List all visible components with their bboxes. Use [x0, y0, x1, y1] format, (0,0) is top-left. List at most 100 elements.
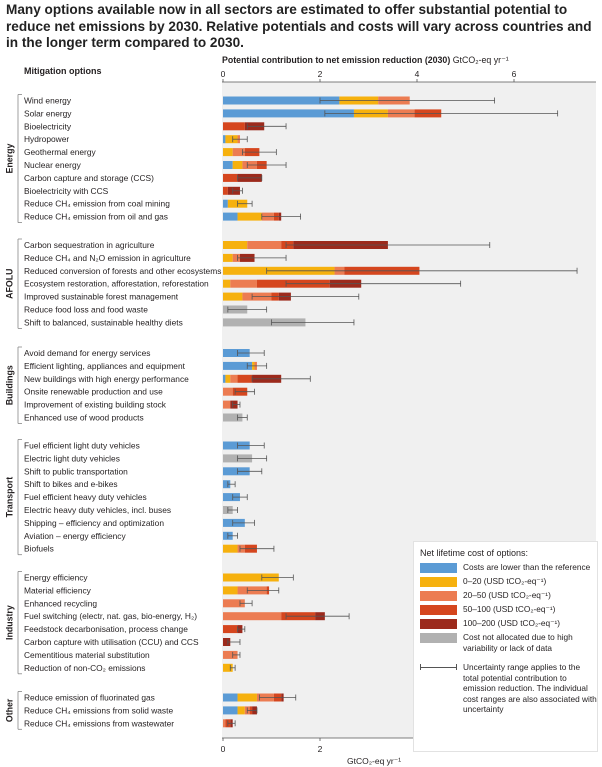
legend-label: Cost not allocated due to high variabili… [463, 632, 573, 653]
top-axis-tick-label: 0 [221, 69, 226, 79]
legend-label: 0–20 (USD tCO₂-eq⁻¹) [463, 576, 547, 586]
legend-swatch [420, 619, 457, 629]
bar-segment-na [223, 318, 306, 327]
option-label: Improved sustainable forest management [24, 292, 179, 302]
legend-item-neg: Costs are lower than the reference [420, 562, 597, 573]
option-label: Biofuels [24, 544, 54, 554]
option-label: Ecosystem restoration, afforestation, re… [24, 279, 209, 289]
legend-swatch [420, 563, 457, 573]
legend-label: Costs are lower than the reference [463, 562, 591, 572]
figure-headline: Many options available now in all sector… [6, 2, 592, 50]
bar-segment-neg [223, 467, 250, 476]
sector-label: Industry [4, 605, 14, 640]
option-label: Bioelectricity with CCS [24, 186, 109, 196]
bar-segment-c100_200 [223, 638, 231, 646]
bar-segment-c0_20 [237, 212, 262, 221]
option-label: Shift to balanced, sustainable healthy d… [24, 317, 183, 327]
bar-segment-neg [223, 693, 238, 702]
legend-title: Net lifetime cost of options: [420, 548, 529, 558]
legend-swatch [420, 605, 457, 615]
bar-segment-c20_50 [232, 148, 245, 157]
bar-segment-neg [223, 493, 240, 502]
option-label: Aviation – energy efficiency [24, 531, 126, 541]
sector-label: AFOLU [4, 269, 14, 299]
option-label: Solar energy [24, 108, 72, 118]
option-label: Carbon capture and storage (CCS) [24, 173, 154, 183]
option-label: Cementitious material substitution [24, 650, 150, 660]
row-header-label: Mitigation options [24, 66, 101, 76]
legend-item-c0_20: 0–20 (USD tCO₂-eq⁻¹) [420, 576, 597, 587]
option-label: Reduced conversion of forests and other … [24, 266, 221, 276]
option-label: Shift to public transportation [24, 466, 128, 476]
option-label: Nuclear energy [24, 160, 82, 170]
bar-segment-c0_20 [223, 148, 233, 157]
bar-segment-c20_50 [223, 650, 238, 659]
bar-segment-c0_20 [237, 693, 257, 702]
bottom-axis-tick-label: 0 [221, 744, 226, 754]
option-label: Wind energy [24, 96, 72, 106]
option-label: Carbon capture with utilisation (CCU) an… [24, 637, 199, 647]
legend-item-na: Cost not allocated due to high variabili… [420, 632, 597, 654]
option-label: Hydropower [24, 134, 69, 144]
bar-segment-neg [223, 349, 250, 357]
bar-segment-c0_20 [225, 374, 231, 383]
option-label: Electric light duty vehicles [24, 453, 120, 463]
bar-segment-c50_100 [237, 374, 253, 383]
option-label: Shipping – efficiency and optimization [24, 518, 164, 528]
bar-segment-c20_50 [223, 612, 282, 621]
option-label: Shift to bikes and e-bikes [24, 479, 118, 489]
option-label: Energy efficiency [24, 573, 88, 583]
option-label: Feedstock decarbonisation, process chang… [24, 624, 188, 634]
top-axis-tick-label: 2 [318, 69, 323, 79]
bar-segment-c20_50 [223, 719, 226, 728]
bar-segment-c0_20 [223, 241, 248, 249]
option-label: Reduce emission of fluorinated gas [24, 693, 155, 703]
option-label: New buildings with high energy performan… [24, 374, 189, 384]
sector-label: Energy [4, 144, 14, 174]
bar-segment-c50_100 [223, 186, 228, 195]
legend-item-c100_200: 100–200 (USD tCO₂-eq⁻¹) [420, 618, 597, 629]
legend-label: 20–50 (USD tCO₂-eq⁻¹) [463, 590, 551, 600]
bar-segment-c20_50 [230, 279, 257, 288]
legend-label: 100–200 (USD tCO₂-eq⁻¹) [463, 618, 561, 628]
bar-segment-neg [223, 109, 354, 118]
option-label: Reduce CH₄ emission from coal mining [24, 199, 170, 209]
legend-uncertainty-item: Uncertainty range applies to the total p… [420, 662, 597, 715]
bar-segment-c0_20 [225, 135, 238, 144]
option-label: Improvement of existing building stock [24, 400, 167, 410]
legend-swatch [420, 633, 457, 643]
bar-segment-c20_50 [223, 387, 233, 396]
bar-segment-c50_100 [223, 625, 238, 634]
option-label: Efficient lighting, appliances and equip… [24, 361, 186, 371]
option-label: Fuel switching (electr, nat. gas, bio-en… [24, 611, 197, 621]
bar-segment-c0_20 [223, 544, 238, 553]
top-axis-title: Potential contribution to net emission r… [222, 55, 509, 65]
bar-segment-c20_50 [223, 599, 245, 608]
option-label: Material efficiency [24, 585, 92, 595]
legend-uncertainty-note: Uncertainty range applies to the total p… [463, 662, 597, 714]
bar-segment-neg [223, 374, 226, 383]
bar-segment-neg [223, 441, 250, 450]
bar-segment-c20_50 [230, 374, 238, 383]
top-axis-tick-label: 4 [415, 69, 420, 79]
bar-segment-c0_20 [223, 292, 243, 301]
option-label: Electric heavy duty vehicles, incl. buse… [24, 505, 171, 515]
legend-label: 50–100 (USD tCO₂-eq⁻¹) [463, 604, 556, 614]
whisker-symbol-icon [420, 662, 457, 672]
bar-segment-c20_50 [232, 253, 240, 262]
option-label: Reduction of non-CO₂ emissions [24, 663, 146, 673]
option-label: Geothermal energy [24, 147, 97, 157]
bar-segment-neg [223, 199, 228, 208]
bar-segment-neg [223, 361, 253, 370]
option-label: Fuel efficient light duty vehicles [24, 441, 140, 451]
bar-segment-neg [223, 480, 231, 489]
sector-label: Transport [4, 477, 14, 518]
bar-segment-neg [223, 706, 238, 715]
option-label: Avoid demand for energy services [24, 348, 150, 358]
sector-label: Other [4, 698, 14, 722]
bottom-axis-tick-label: 2 [318, 744, 323, 754]
option-label: Bioelectricity [24, 121, 72, 131]
bar-segment-neg [223, 212, 238, 221]
legend-item-c50_100: 50–100 (USD tCO₂-eq⁻¹) [420, 604, 597, 615]
